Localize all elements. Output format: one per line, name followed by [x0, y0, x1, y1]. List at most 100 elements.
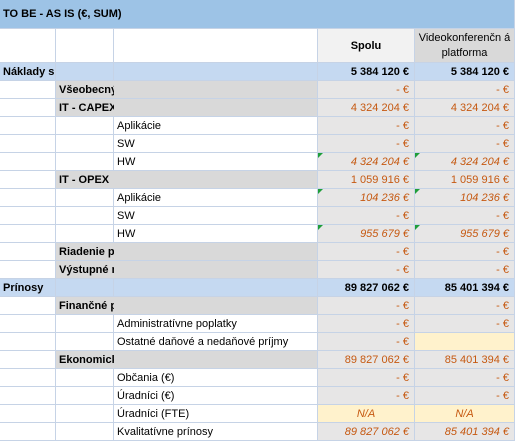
cell-c-opex[interactable] [114, 171, 318, 189]
row-label-capex-hw[interactable]: HW [114, 153, 318, 171]
cell-a-capex[interactable] [0, 99, 56, 117]
value-video-capex-sw[interactable]: - € [415, 135, 515, 153]
cell-a-ekonomicke[interactable] [0, 351, 56, 369]
cell-a-uradnici-fte[interactable] [0, 405, 56, 423]
cell-a-opex[interactable] [0, 171, 56, 189]
value-spolu-obcania[interactable]: - € [318, 369, 415, 387]
value-spolu-capex-hw[interactable]: 4 324 204 € [318, 153, 415, 171]
cell-c-naklady[interactable] [114, 63, 318, 81]
row-label-riadenie[interactable]: Riadenie projektu [56, 243, 151, 261]
row-label-financne[interactable]: Finančné prínosy [56, 297, 150, 315]
value-video-financne[interactable]: - € [415, 297, 515, 315]
cell-b-uradnici-eur[interactable] [56, 387, 114, 405]
cell-c-prinosy[interactable] [114, 279, 318, 297]
value-video-capex-hw[interactable]: 4 324 204 € [415, 153, 515, 171]
row-label-uradnici-eur[interactable]: Úradníci (€) [114, 387, 318, 405]
cell-c-vystupne[interactable] [114, 261, 318, 279]
cell-b-opex-aplikacie[interactable] [56, 189, 114, 207]
value-video-ekonomicke[interactable]: 85 401 394 € [415, 351, 515, 369]
value-spolu-capex-aplikacie[interactable]: - € [318, 117, 415, 135]
header-spolu[interactable]: Spolu [318, 29, 415, 63]
value-spolu-naklady[interactable]: 5 384 120 € [318, 63, 415, 81]
value-spolu-kvalitativne[interactable]: 89 827 062 € [318, 423, 415, 441]
row-label-kvalitativne[interactable]: Kvalitatívne prínosy [114, 423, 318, 441]
value-video-obcania[interactable]: - € [415, 369, 515, 387]
cell-a-financne[interactable] [0, 297, 56, 315]
value-video-opex-hw[interactable]: 955 679 € [415, 225, 515, 243]
cell-a-riadenie[interactable] [0, 243, 56, 261]
value-video-naklady[interactable]: 5 384 120 € [415, 63, 515, 81]
cell-b-kvalitativne[interactable] [56, 423, 114, 441]
cell-b-naklady[interactable] [56, 63, 114, 81]
value-spolu-vystupne[interactable]: - € [318, 261, 415, 279]
value-spolu-capex-sw[interactable]: - € [318, 135, 415, 153]
row-label-opex[interactable]: IT - OPEX [56, 171, 114, 189]
value-spolu-financne[interactable]: - € [318, 297, 415, 315]
cell-b-capex-aplikacie[interactable] [56, 117, 114, 135]
cell-a-capex-hw[interactable] [0, 153, 56, 171]
row-label-naklady[interactable]: Náklady s DPH [0, 63, 81, 81]
cell-a-opex-sw[interactable] [0, 207, 56, 225]
cell-a-obcania[interactable] [0, 369, 56, 387]
value-spolu-capex[interactable]: 4 324 204 € [318, 99, 415, 117]
cell-a-kvalitativne[interactable] [0, 423, 56, 441]
value-video-riadenie[interactable]: - € [415, 243, 515, 261]
row-label-opex-hw[interactable]: HW [114, 225, 318, 243]
row-label-uradnici-fte[interactable]: Úradníci (FTE) [114, 405, 318, 423]
cell-c-ekonomicke[interactable] [114, 351, 318, 369]
value-video-opex[interactable]: 1 059 916 € [415, 171, 515, 189]
header-empty-b[interactable] [56, 29, 114, 63]
value-spolu-opex-sw[interactable]: - € [318, 207, 415, 225]
cell-b-capex-sw[interactable] [56, 135, 114, 153]
value-spolu-uradnici-fte[interactable]: N/A [318, 405, 415, 423]
row-label-prinosy[interactable]: Prínosy [0, 279, 56, 297]
cell-a-opex-aplikacie[interactable] [0, 189, 56, 207]
cell-a-capex-aplikacie[interactable] [0, 117, 56, 135]
value-video-ostatne[interactable] [415, 333, 515, 351]
row-label-ekonomicke[interactable]: Ekonomické prínosy [56, 351, 167, 369]
header-videokonferencna[interactable]: Videokonferenčn á platforma [415, 29, 515, 63]
value-spolu-ostatne[interactable]: - € [318, 333, 415, 351]
sheet-title[interactable]: TO BE - AS IS (€, SUM) [0, 0, 515, 29]
row-label-capex-aplikacie[interactable]: Aplikácie [114, 117, 318, 135]
value-video-prinosy[interactable]: 85 401 394 € [415, 279, 515, 297]
row-label-capex-sw[interactable]: SW [114, 135, 318, 153]
row-label-vystupne[interactable]: Výstupné náklady [56, 261, 153, 279]
value-video-admin[interactable]: - € [415, 315, 515, 333]
cell-c-vseobecny[interactable] [114, 81, 318, 99]
cell-c-financne[interactable] [114, 297, 318, 315]
header-empty-c[interactable] [114, 29, 318, 63]
cell-b-capex-hw[interactable] [56, 153, 114, 171]
cell-c-capex[interactable] [114, 99, 318, 117]
value-video-kvalitativne[interactable]: 85 401 394 € [415, 423, 515, 441]
cell-b-prinosy[interactable] [56, 279, 114, 297]
value-spolu-admin[interactable]: - € [318, 315, 415, 333]
value-video-vseobecny[interactable]: - € [415, 81, 515, 99]
cell-b-uradnici-fte[interactable] [56, 405, 114, 423]
value-spolu-opex[interactable]: 1 059 916 € [318, 171, 415, 189]
value-spolu-riadenie[interactable]: - € [318, 243, 415, 261]
cell-b-opex-hw[interactable] [56, 225, 114, 243]
value-video-capex[interactable]: 4 324 204 € [415, 99, 515, 117]
row-label-obcania[interactable]: Občania (€) [114, 369, 318, 387]
value-video-capex-aplikacie[interactable]: - € [415, 117, 515, 135]
value-spolu-opex-aplikacie[interactable]: 104 236 € [318, 189, 415, 207]
value-video-uradnici-fte[interactable]: N/A [415, 405, 515, 423]
value-video-vystupne[interactable]: - € [415, 261, 515, 279]
row-label-ostatne[interactable]: Ostatné daňové a nedaňové príjmy [114, 333, 318, 351]
cell-a-vseobecny[interactable] [0, 81, 56, 99]
cell-a-uradnici-eur[interactable] [0, 387, 56, 405]
cell-a-capex-sw[interactable] [0, 135, 56, 153]
value-video-opex-aplikacie[interactable]: 104 236 € [415, 189, 515, 207]
cell-a-vystupne[interactable] [0, 261, 56, 279]
row-label-opex-sw[interactable]: SW [114, 207, 318, 225]
row-label-capex[interactable]: IT - CAPEX [56, 99, 116, 117]
cell-a-admin[interactable] [0, 315, 56, 333]
cell-b-opex-sw[interactable] [56, 207, 114, 225]
row-label-opex-aplikacie[interactable]: Aplikácie [114, 189, 318, 207]
value-video-opex-sw[interactable]: - € [415, 207, 515, 225]
row-label-vseobecny[interactable]: Všeobecný materiál [56, 81, 162, 99]
value-video-uradnici-eur[interactable]: - € [415, 387, 515, 405]
header-empty-a[interactable] [0, 29, 56, 63]
cell-a-ostatne[interactable] [0, 333, 56, 351]
